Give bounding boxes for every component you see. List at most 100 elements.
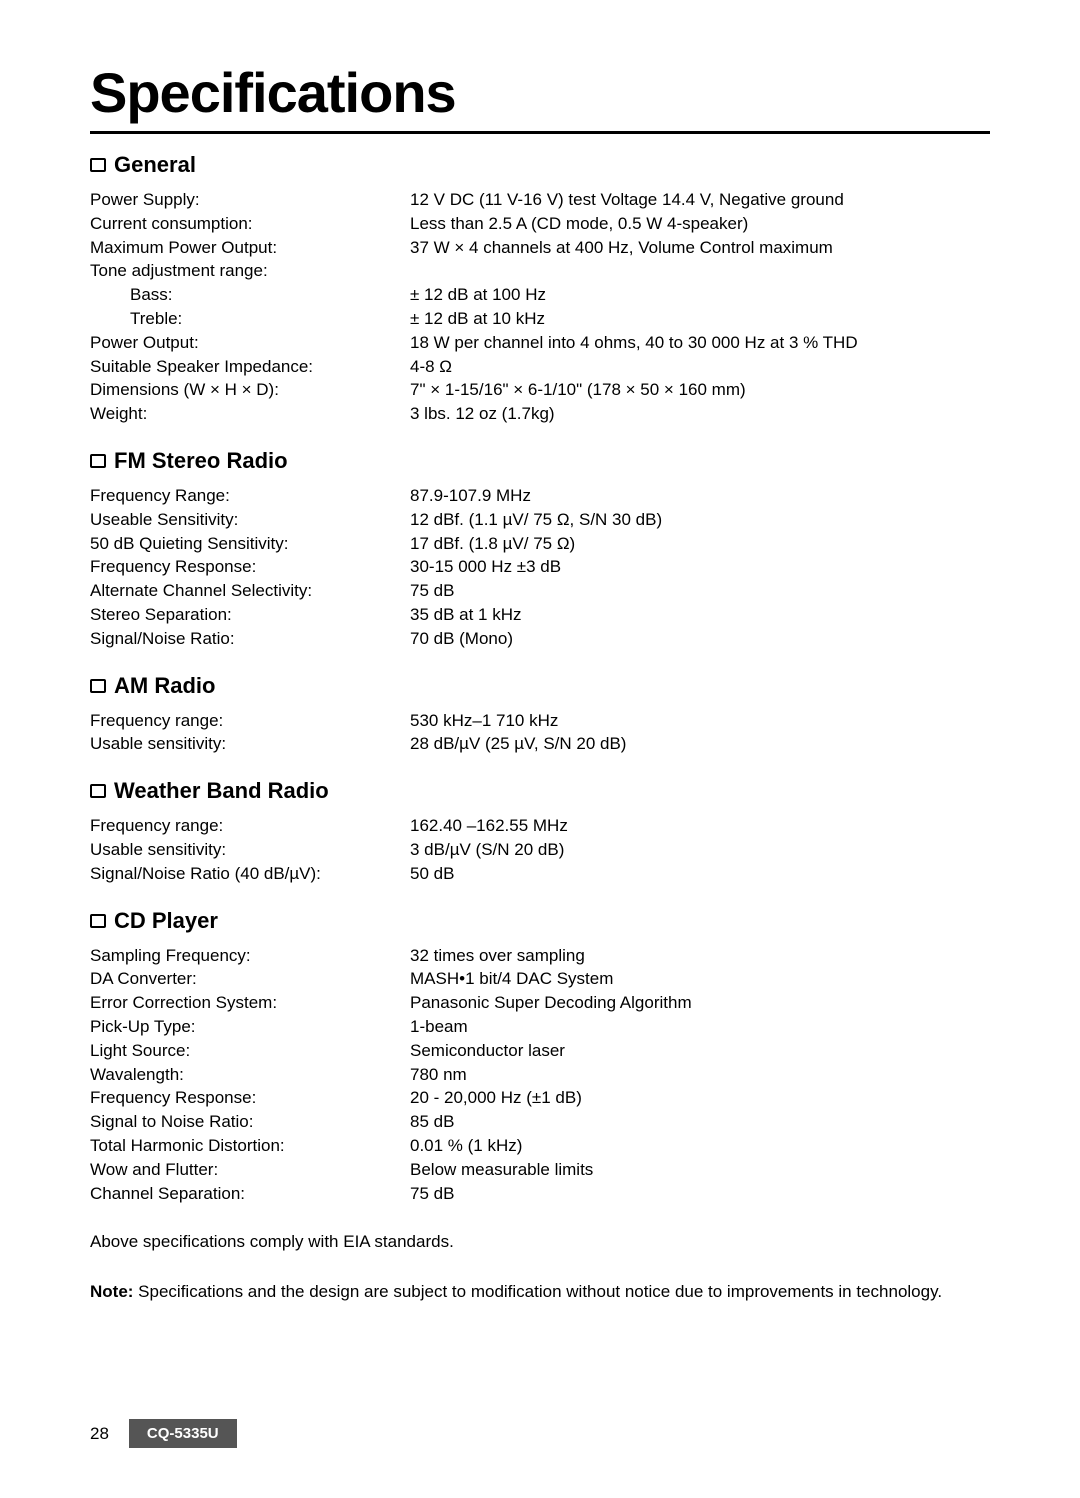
spec-value: 17 dBf. (1.8 µV/ 75 Ω): [410, 532, 990, 556]
title-rule: [90, 131, 990, 134]
spec-row: Alternate Channel Selectivity:75 dB: [90, 579, 990, 603]
spec-row: Current consumption:Less than 2.5 A (CD …: [90, 212, 990, 236]
spec-row: Signal/Noise Ratio (40 dB/µV):50 dB: [90, 862, 990, 886]
spec-label: Signal/Noise Ratio (40 dB/µV):: [90, 862, 410, 886]
spec-value: 780 nm: [410, 1063, 990, 1087]
spec-label: Power Supply:: [90, 188, 410, 212]
spec-row: Frequency range:530 kHz–1 710 kHz: [90, 709, 990, 733]
section-heading-text: General: [114, 152, 196, 178]
spec-row: Power Output:18 W per channel into 4 ohm…: [90, 331, 990, 355]
spec-value: 12 dBf. (1.1 µV/ 75 Ω, S/N 30 dB): [410, 508, 990, 532]
section-heading: AM Radio: [90, 673, 990, 699]
spec-value: 85 dB: [410, 1110, 990, 1134]
spec-value: 28 dB/µV (25 µV, S/N 20 dB): [410, 732, 990, 756]
spec-row: Total Harmonic Distortion:0.01 % (1 kHz): [90, 1134, 990, 1158]
spec-value: 18 W per channel into 4 ohms, 40 to 30 0…: [410, 331, 990, 355]
spec-label: Frequency Range:: [90, 484, 410, 508]
spec-value: 37 W × 4 channels at 400 Hz, Volume Cont…: [410, 236, 990, 260]
spec-value: [410, 259, 990, 283]
section-heading-text: CD Player: [114, 908, 218, 934]
section-heading-text: FM Stereo Radio: [114, 448, 288, 474]
section-heading: General: [90, 152, 990, 178]
spec-value: 3 dB/µV (S/N 20 dB): [410, 838, 990, 862]
page-title: Specifications: [90, 60, 990, 125]
note-label: Note:: [90, 1282, 133, 1301]
spec-label: Frequency Response:: [90, 1086, 410, 1110]
note-text: Note: Specifications and the design are …: [90, 1279, 990, 1305]
spec-row: Sampling Frequency:32 times over samplin…: [90, 944, 990, 968]
spec-label: Alternate Channel Selectivity:: [90, 579, 410, 603]
spec-value: ± 12 dB at 10 kHz: [410, 307, 990, 331]
spec-row: Bass:± 12 dB at 100 Hz: [90, 283, 990, 307]
spec-row: Pick-Up Type:1-beam: [90, 1015, 990, 1039]
spec-label: Power Output:: [90, 331, 410, 355]
sections-container: General Power Supply:12 V DC (11 V-16 V) …: [90, 152, 990, 1205]
spec-row: Signal/Noise Ratio:70 dB (Mono): [90, 627, 990, 651]
spec-row: Frequency Response:20 - 20,000 Hz (±1 dB…: [90, 1086, 990, 1110]
spec-row: Maximum Power Output:37 W × 4 channels a…: [90, 236, 990, 260]
spec-value: 87.9-107.9 MHz: [410, 484, 990, 508]
spec-label: Current consumption:: [90, 212, 410, 236]
spec-value: 20 - 20,000 Hz (±1 dB): [410, 1086, 990, 1110]
spec-value: 1-beam: [410, 1015, 990, 1039]
spec-row: Power Supply:12 V DC (11 V-16 V) test Vo…: [90, 188, 990, 212]
page-footer: 28 CQ-5335U: [90, 1419, 237, 1448]
spec-value: Less than 2.5 A (CD mode, 0.5 W 4-speake…: [410, 212, 990, 236]
spec-label: DA Converter:: [90, 967, 410, 991]
spec-label: Usable sensitivity:: [90, 838, 410, 862]
spec-value: 3 lbs. 12 oz (1.7kg): [410, 402, 990, 426]
spec-row: Suitable Speaker Impedance:4-8 Ω: [90, 355, 990, 379]
model-badge: CQ-5335U: [129, 1419, 237, 1448]
spec-row: Weight:3 lbs. 12 oz (1.7kg): [90, 402, 990, 426]
spec-label: Treble:: [90, 307, 410, 331]
spec-label: Frequency range:: [90, 709, 410, 733]
spec-label: Bass:: [90, 283, 410, 307]
spec-label: Signal to Noise Ratio:: [90, 1110, 410, 1134]
spec-value: 7" × 1-15/16" × 6-1/10" (178 × 50 × 160 …: [410, 378, 990, 402]
spec-value: Panasonic Super Decoding Algorithm: [410, 991, 990, 1015]
spec-section: FM Stereo Radio Frequency Range:87.9-107.…: [90, 448, 990, 651]
spec-value: 70 dB (Mono): [410, 627, 990, 651]
checkbox-icon: [90, 914, 106, 928]
checkbox-icon: [90, 454, 106, 468]
spec-section: Weather Band Radio Frequency range:162.40…: [90, 778, 990, 885]
checkbox-icon: [90, 679, 106, 693]
section-heading: FM Stereo Radio: [90, 448, 990, 474]
spec-label: Pick-Up Type:: [90, 1015, 410, 1039]
spec-label: Weight:: [90, 402, 410, 426]
spec-label: Total Harmonic Distortion:: [90, 1134, 410, 1158]
spec-value: 0.01 % (1 kHz): [410, 1134, 990, 1158]
spec-value: 75 dB: [410, 1182, 990, 1206]
spec-value: 530 kHz–1 710 kHz: [410, 709, 990, 733]
spec-row: 50 dB Quieting Sensitivity:17 dBf. (1.8 …: [90, 532, 990, 556]
spec-label: Error Correction System:: [90, 991, 410, 1015]
spec-label: Useable Sensitivity:: [90, 508, 410, 532]
spec-row: Wavalength:780 nm: [90, 1063, 990, 1087]
checkbox-icon: [90, 784, 106, 798]
spec-row: Dimensions (W × H × D):7" × 1-15/16" × 6…: [90, 378, 990, 402]
checkbox-icon: [90, 158, 106, 172]
spec-row: Frequency Response:30-15 000 Hz ±3 dB: [90, 555, 990, 579]
spec-label: Signal/Noise Ratio:: [90, 627, 410, 651]
section-heading: CD Player: [90, 908, 990, 934]
spec-row: Wow and Flutter:Below measurable limits: [90, 1158, 990, 1182]
compliance-text: Above specifications comply with EIA sta…: [90, 1229, 990, 1255]
spec-value: 75 dB: [410, 579, 990, 603]
spec-row: Usable sensitivity:3 dB/µV (S/N 20 dB): [90, 838, 990, 862]
spec-section: CD Player Sampling Frequency:32 times ove…: [90, 908, 990, 1206]
section-heading: Weather Band Radio: [90, 778, 990, 804]
section-heading-text: AM Radio: [114, 673, 215, 699]
spec-label: Dimensions (W × H × D):: [90, 378, 410, 402]
spec-label: Suitable Speaker Impedance:: [90, 355, 410, 379]
spec-label: Frequency range:: [90, 814, 410, 838]
spec-value: 30-15 000 Hz ±3 dB: [410, 555, 990, 579]
note-body: Specifications and the design are subjec…: [133, 1282, 942, 1301]
spec-value: Semiconductor laser: [410, 1039, 990, 1063]
spec-value: 162.40 –162.55 MHz: [410, 814, 990, 838]
spec-value: Below measurable limits: [410, 1158, 990, 1182]
spec-label: 50 dB Quieting Sensitivity:: [90, 532, 410, 556]
spec-label: Tone adjustment range:: [90, 259, 410, 283]
spec-row: Channel Separation:75 dB: [90, 1182, 990, 1206]
spec-value: 12 V DC (11 V-16 V) test Voltage 14.4 V,…: [410, 188, 990, 212]
spec-row: Light Source:Semiconductor laser: [90, 1039, 990, 1063]
